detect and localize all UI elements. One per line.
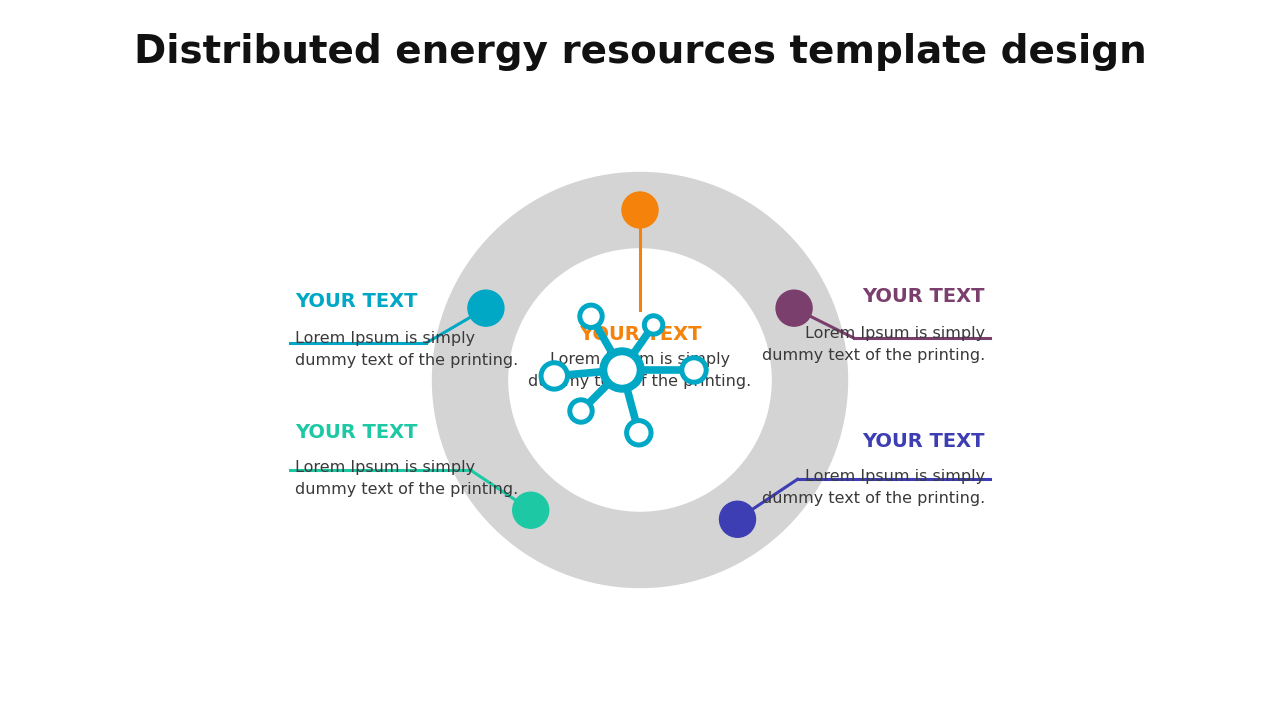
Circle shape — [719, 501, 755, 537]
Text: YOUR TEXT: YOUR TEXT — [294, 423, 417, 442]
Circle shape — [622, 192, 658, 228]
Circle shape — [544, 366, 564, 386]
Text: Distributed energy resources template design: Distributed energy resources template de… — [133, 33, 1147, 71]
Text: Lorem Ipsum is simply
dummy text of the printing.: Lorem Ipsum is simply dummy text of the … — [294, 460, 518, 498]
Circle shape — [648, 319, 659, 331]
Circle shape — [579, 303, 604, 329]
Circle shape — [582, 308, 599, 324]
Text: YOUR TEXT: YOUR TEXT — [294, 292, 417, 311]
Text: YOUR TEXT: YOUR TEXT — [863, 432, 986, 451]
Circle shape — [643, 314, 664, 336]
Text: Lorem Ipsum is simply
dummy text of the printing.: Lorem Ipsum is simply dummy text of the … — [529, 352, 751, 390]
Text: Lorem Ipsum is simply
dummy text of the printing.: Lorem Ipsum is simply dummy text of the … — [762, 469, 986, 506]
Circle shape — [685, 361, 703, 379]
Text: Lorem Ipsum is simply
dummy text of the printing.: Lorem Ipsum is simply dummy text of the … — [762, 326, 986, 364]
Circle shape — [776, 290, 812, 326]
Circle shape — [513, 492, 549, 528]
Circle shape — [630, 424, 648, 442]
Circle shape — [568, 398, 594, 424]
Circle shape — [573, 403, 589, 419]
Text: YOUR TEXT: YOUR TEXT — [863, 287, 986, 306]
Text: Lorem Ipsum is simply
dummy text of the printing.: Lorem Ipsum is simply dummy text of the … — [294, 331, 518, 369]
Circle shape — [625, 419, 653, 447]
Circle shape — [608, 356, 636, 384]
Circle shape — [468, 290, 504, 326]
Circle shape — [680, 356, 708, 384]
Text: YOUR TEXT: YOUR TEXT — [579, 325, 701, 344]
Circle shape — [600, 348, 644, 392]
Circle shape — [539, 361, 570, 391]
